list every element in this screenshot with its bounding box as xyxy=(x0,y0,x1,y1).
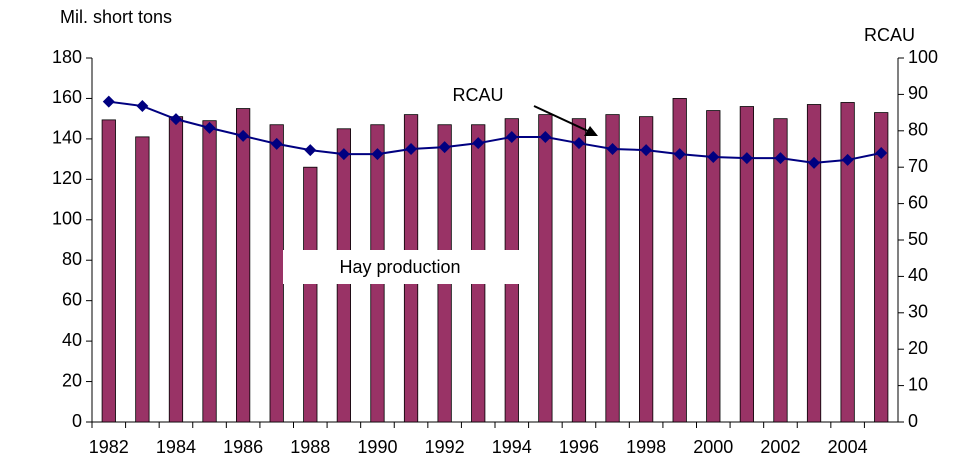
label-box xyxy=(283,250,531,284)
x-tick-label: 1994 xyxy=(492,437,532,457)
marker xyxy=(707,151,720,164)
y2-tick-label: 60 xyxy=(908,192,928,212)
x-tick-label: 2002 xyxy=(760,437,800,457)
bar xyxy=(672,98,687,423)
marker xyxy=(505,130,518,143)
y2-axis-title: RCAU xyxy=(864,25,915,45)
bar xyxy=(538,114,553,423)
y2-tick-label: 70 xyxy=(908,156,928,176)
series-label: Hay production xyxy=(339,257,460,277)
marker xyxy=(136,100,149,113)
y-tick-label: 60 xyxy=(62,289,82,309)
arrow-head xyxy=(584,126,598,136)
marker xyxy=(304,144,317,157)
marker xyxy=(371,148,384,161)
bar xyxy=(135,136,150,423)
marker xyxy=(405,143,418,155)
marker xyxy=(740,152,753,165)
y-tick-label: 140 xyxy=(52,128,82,148)
y-tick-label: 120 xyxy=(52,168,82,188)
bar xyxy=(806,104,822,423)
y-axis-title: Mil. short tons xyxy=(60,7,172,27)
bar xyxy=(639,116,654,423)
x-tick-label: 1984 xyxy=(156,437,196,457)
y2-tick-label: 90 xyxy=(908,83,928,103)
bar xyxy=(168,116,184,423)
marker xyxy=(875,147,888,160)
y2-tick-label: 100 xyxy=(908,47,938,67)
bar xyxy=(739,106,754,423)
bar xyxy=(269,124,284,423)
y-tick-label: 180 xyxy=(52,47,82,67)
marker xyxy=(640,144,653,157)
marker xyxy=(774,152,787,165)
bar xyxy=(571,118,587,423)
y2-tick-label: 0 xyxy=(908,411,918,431)
bar xyxy=(236,108,251,423)
marker xyxy=(337,148,350,161)
x-tick-label: 1982 xyxy=(89,437,129,457)
y-tick-label: 100 xyxy=(52,209,82,229)
annotation-arrow xyxy=(533,105,591,133)
bar xyxy=(840,102,855,423)
y2-tick-label: 50 xyxy=(908,229,928,249)
y-tick-label: 20 xyxy=(62,370,82,390)
marker xyxy=(237,129,250,142)
y2-tick-label: 30 xyxy=(908,302,928,322)
marker xyxy=(841,153,854,166)
marker xyxy=(270,137,283,150)
x-tick-label: 2004 xyxy=(828,437,868,457)
x-tick-label: 1992 xyxy=(425,437,465,457)
bar xyxy=(706,110,721,423)
bar xyxy=(202,120,217,423)
marker xyxy=(203,121,216,134)
bar xyxy=(605,114,620,423)
y2-tick-label: 80 xyxy=(908,120,928,140)
x-tick-label: 1990 xyxy=(357,437,397,457)
x-tick-label: 2000 xyxy=(693,437,733,457)
x-tick-label: 1996 xyxy=(559,437,599,457)
marker xyxy=(169,113,182,126)
marker xyxy=(539,130,552,143)
line xyxy=(108,100,882,164)
marker xyxy=(472,137,485,150)
bar xyxy=(303,166,318,423)
y2-tick-label: 40 xyxy=(908,265,928,285)
x-tick-label: 1998 xyxy=(626,437,666,457)
marker xyxy=(606,143,619,155)
y2-tick-label: 10 xyxy=(908,374,928,394)
series-label: RCAU xyxy=(452,85,503,105)
y2-tick-label: 20 xyxy=(908,338,928,358)
bar xyxy=(773,118,788,423)
y-tick-label: 40 xyxy=(62,330,82,350)
marker xyxy=(808,156,821,169)
bar xyxy=(874,112,889,423)
y-tick-label: 0 xyxy=(72,411,82,431)
y-tick-label: 80 xyxy=(62,249,82,269)
bar xyxy=(101,119,116,423)
x-tick-label: 1986 xyxy=(223,437,263,457)
marker xyxy=(673,148,686,161)
marker xyxy=(572,137,585,150)
marker xyxy=(438,141,451,154)
marker xyxy=(102,95,115,108)
x-tick-label: 1988 xyxy=(290,437,330,457)
y-tick-label: 160 xyxy=(52,87,82,107)
